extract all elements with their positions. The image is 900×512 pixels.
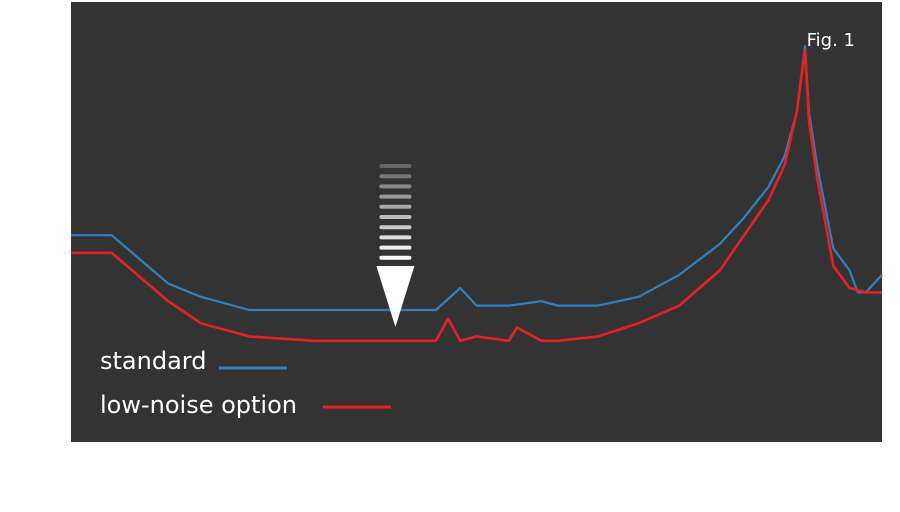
arrow-bar — [379, 204, 412, 209]
noise-floor-arrow — [376, 164, 415, 327]
arrow-bar — [379, 225, 412, 230]
arrow-bar — [379, 255, 412, 260]
legend: standard low-noise option — [100, 347, 391, 419]
series-line-low-noise-option — [71, 49, 882, 343]
legend-label-standard: standard — [100, 347, 206, 375]
arrow-bar — [379, 194, 412, 199]
series-line-standard — [71, 44, 883, 312]
plot-background — [71, 2, 882, 442]
legend-label-low-noise-option: low-noise option — [100, 391, 297, 419]
series-layer — [71, 44, 883, 343]
figure-label: Fig. 1 — [807, 30, 855, 51]
arrow-bar — [379, 245, 412, 250]
arrow-bar — [379, 184, 412, 189]
arrow-bar — [379, 215, 412, 219]
arrow-head — [376, 266, 415, 327]
arrow-bar — [379, 164, 412, 168]
arrow-bar — [379, 174, 412, 179]
arrow-bar — [379, 235, 412, 240]
